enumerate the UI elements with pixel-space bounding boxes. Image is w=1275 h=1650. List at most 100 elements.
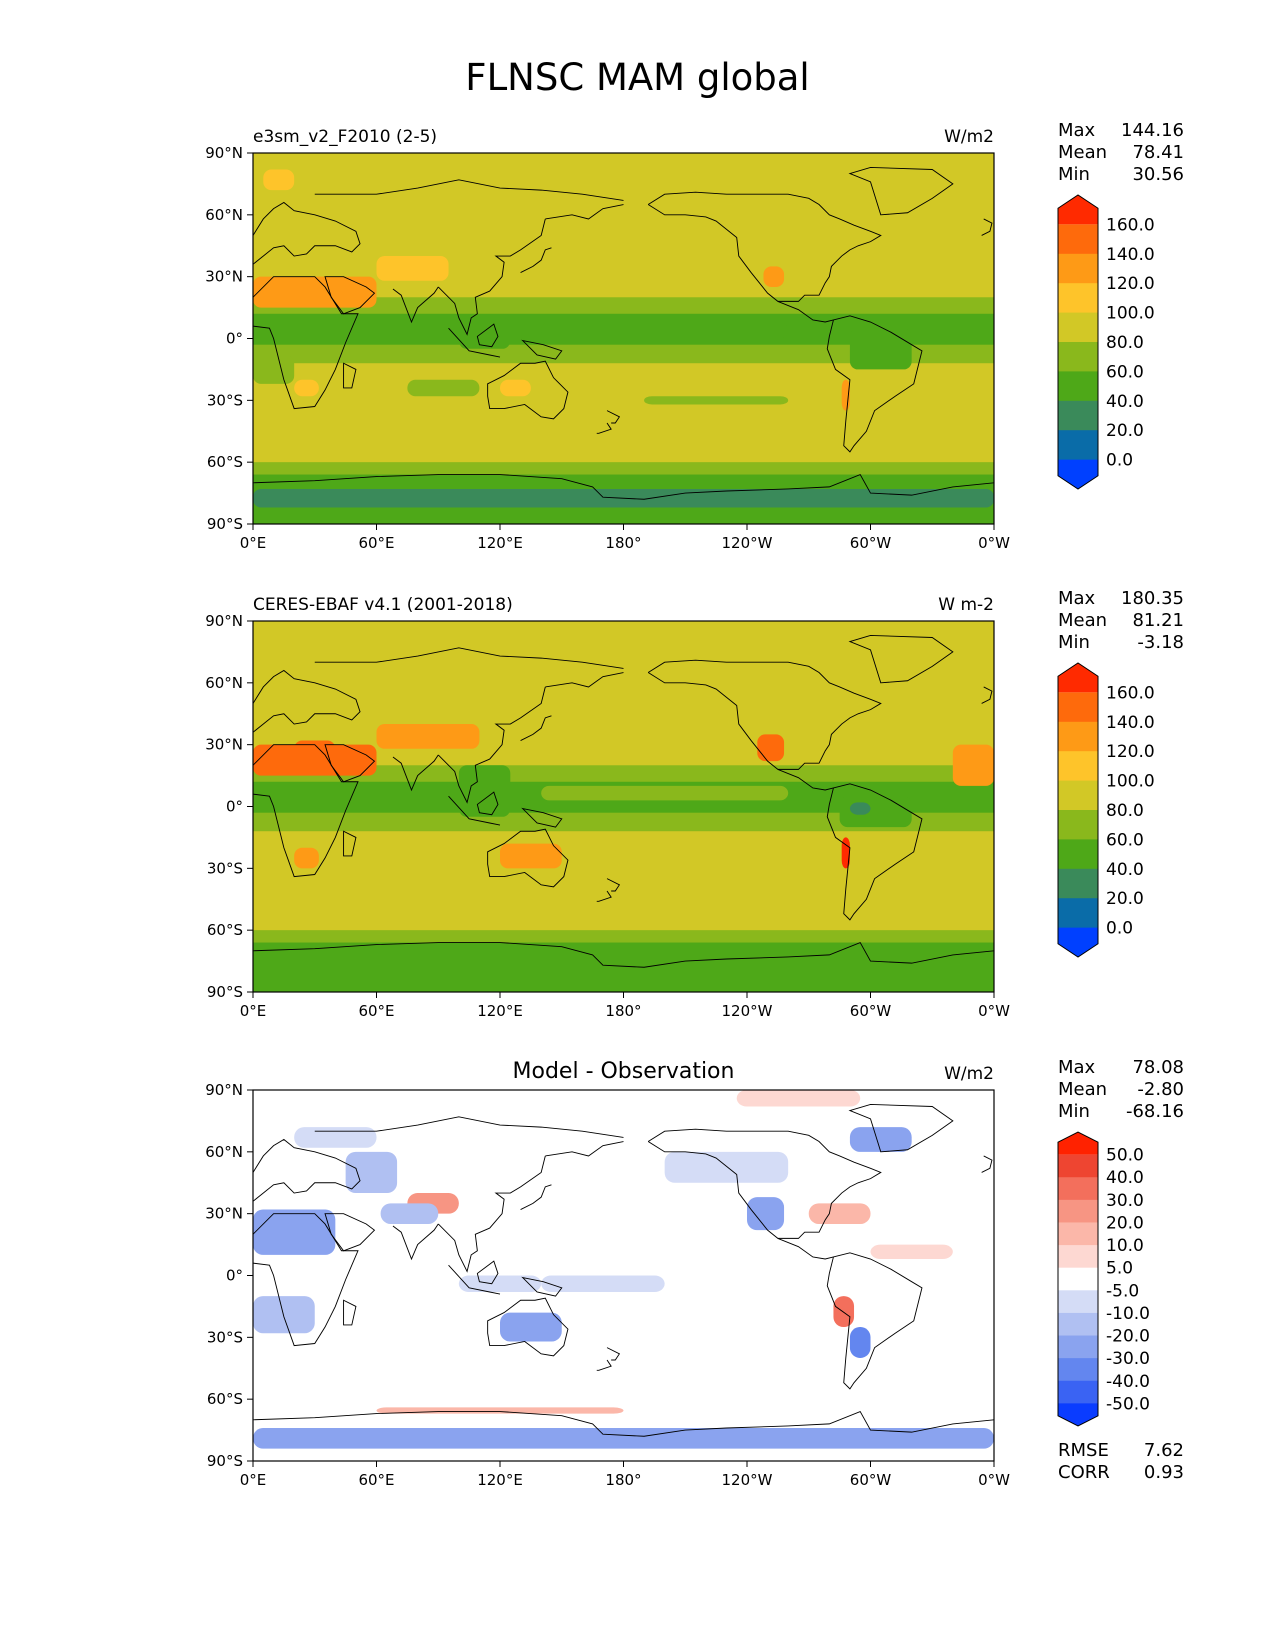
lat-tick-label: 30°S <box>207 859 243 877</box>
lat-tick-label: 60°S <box>207 1390 243 1408</box>
lat-tick-label: 90°S <box>207 1452 243 1470</box>
panel-units: W/m2 <box>944 127 994 147</box>
lat-tick-label: 90°N <box>205 612 243 630</box>
stat-value: 78.41 <box>1132 142 1184 163</box>
stat-label: Min <box>1058 632 1090 653</box>
colorbar-tick-label: -20.0 <box>1106 1327 1150 1347</box>
colorbar-tick-label: 60.0 <box>1106 362 1144 382</box>
lon-tick-label: 0°E <box>240 1002 267 1020</box>
lat-tick-label: 30°S <box>207 1328 243 1346</box>
colorbar-tick-label: 10.0 <box>1106 1236 1144 1256</box>
stat-value: 30.56 <box>1132 164 1184 185</box>
stat-label: Mean <box>1058 142 1107 163</box>
lat-tick-label: 90°N <box>205 144 243 162</box>
panel-units: W/m2 <box>944 1064 994 1084</box>
colorbar-tick-label: 40.0 <box>1106 860 1144 880</box>
lon-tick-label: 120°E <box>477 534 523 552</box>
lon-tick-label: 60°E <box>358 1002 394 1020</box>
stat-value: 144.16 <box>1121 120 1184 141</box>
lon-tick-label: 0°W <box>978 534 1010 552</box>
colorbar-tick-label: 120.0 <box>1106 274 1155 294</box>
stat-label: Mean <box>1058 1079 1107 1100</box>
colorbar-tick-label: -40.0 <box>1106 1372 1150 1392</box>
lat-tick-label: 0° <box>226 1267 243 1285</box>
map-field-0 <box>253 153 994 524</box>
lat-tick-label: 0° <box>226 798 243 816</box>
stat-value: 78.08 <box>1132 1057 1184 1078</box>
stat-label: Mean <box>1058 610 1107 631</box>
lon-tick-label: 120°W <box>722 1002 773 1020</box>
lon-tick-label: 60°W <box>850 1471 892 1489</box>
colorbar-tick-label: 5.0 <box>1106 1259 1133 1279</box>
colorbar-tick-label: 120.0 <box>1106 742 1155 762</box>
stat-value: -2.80 <box>1137 1079 1184 1100</box>
stat-value: 81.21 <box>1132 610 1184 631</box>
stat-value: -68.16 <box>1126 1101 1184 1122</box>
stat-label: RMSE <box>1058 1440 1109 1461</box>
colorbar-tick-label: 0.0 <box>1106 451 1133 471</box>
lat-tick-label: 60°N <box>205 1143 243 1161</box>
stat-value: 7.62 <box>1144 1440 1184 1461</box>
stat-label: Min <box>1058 1101 1090 1122</box>
stat-value: 180.35 <box>1121 588 1184 609</box>
colorbar-tick-label: 20.0 <box>1106 421 1144 441</box>
lat-tick-label: 60°S <box>207 453 243 471</box>
stat-value: 0.93 <box>1144 1462 1184 1483</box>
lon-tick-label: 180° <box>605 1471 641 1489</box>
colorbar-tick-label: 140.0 <box>1106 245 1155 265</box>
panel-units: W m-2 <box>938 595 994 615</box>
panels-root: 90°N60°N30°N0°30°S60°S90°S0°E 60°E 120°E 18… <box>205 120 1184 1489</box>
lat-tick-label: 30°S <box>207 391 243 409</box>
colorbar-tick-label: 140.0 <box>1106 713 1155 733</box>
panel-left-title: CERES-EBAF v4.1 (2001-2018) <box>253 595 513 615</box>
map-field-2 <box>253 1090 994 1461</box>
figure-title: FLNSC MAM global <box>465 56 810 99</box>
stat-label: CORR <box>1058 1462 1110 1483</box>
stat-label: Min <box>1058 164 1090 185</box>
lon-tick-label: 0°W <box>978 1002 1010 1020</box>
lat-tick-label: 60°S <box>207 921 243 939</box>
colorbar-tick-label: 80.0 <box>1106 333 1144 353</box>
lon-tick-label: 0°E <box>240 534 267 552</box>
colorbar-tick-label: 80.0 <box>1106 801 1144 821</box>
colorbar-tick-label: 30.0 <box>1106 1191 1144 1211</box>
lat-tick-label: 30°N <box>205 1205 243 1223</box>
lon-tick-label: 60°W <box>850 1002 892 1020</box>
panel-left-title: e3sm_v2_F2010 (2-5) <box>253 127 437 147</box>
colorbar: 50.040.0 30.020.0 10.0 5.0-5.0 -10.0 -20.0-30… <box>1057 1131 1150 1427</box>
lon-tick-label: 180° <box>605 534 641 552</box>
colorbar-tick-label: 0.0 <box>1106 919 1133 939</box>
colorbar-tick-label: 100.0 <box>1106 772 1155 792</box>
lat-tick-label: 90°S <box>207 983 243 1001</box>
lat-tick-label: 30°N <box>205 268 243 286</box>
lon-tick-label: 0°E <box>240 1471 267 1489</box>
colorbar: 160.0 140.0 120.0 100.0 80.0 60.0 40.0 20.0 0.0 <box>1057 194 1155 490</box>
lat-tick-label: 90°S <box>207 515 243 533</box>
colorbar-tick-label: 60.0 <box>1106 830 1144 850</box>
lon-tick-label: 120°E <box>477 1471 523 1489</box>
colorbar-tick-label: 40.0 <box>1106 392 1144 412</box>
colorbar-tick-label: -50.0 <box>1106 1394 1150 1414</box>
map-field-1 <box>253 621 994 992</box>
lon-tick-label: 0°W <box>978 1471 1010 1489</box>
lon-tick-label: 60°E <box>358 534 394 552</box>
panel-center-title: Model - Observation <box>513 1059 735 1084</box>
stat-value: -3.18 <box>1137 632 1184 653</box>
colorbar-tick-label: -5.0 <box>1106 1281 1139 1301</box>
lon-tick-label: 60°W <box>850 534 892 552</box>
stat-label: Max <box>1058 120 1096 141</box>
colorbar-tick-label: 40.0 <box>1106 1168 1144 1188</box>
lat-tick-label: 60°N <box>205 206 243 224</box>
colorbar-tick-label: -10.0 <box>1106 1304 1150 1324</box>
lon-tick-label: 60°E <box>358 1471 394 1489</box>
stat-label: Max <box>1058 1057 1096 1078</box>
colorbar-tick-label: 100.0 <box>1106 304 1155 324</box>
stat-label: Max <box>1058 588 1096 609</box>
colorbar-tick-label: 20.0 <box>1106 889 1144 909</box>
lon-tick-label: 120°W <box>722 1471 773 1489</box>
lat-tick-label: 60°N <box>205 674 243 692</box>
lon-tick-label: 120°E <box>477 1002 523 1020</box>
colorbar-tick-label: 160.0 <box>1106 215 1155 235</box>
lat-tick-label: 90°N <box>205 1081 243 1099</box>
colorbar: 160.0 140.0 120.0 100.0 80.0 60.0 40.0 20.0 0.0 <box>1057 662 1155 958</box>
